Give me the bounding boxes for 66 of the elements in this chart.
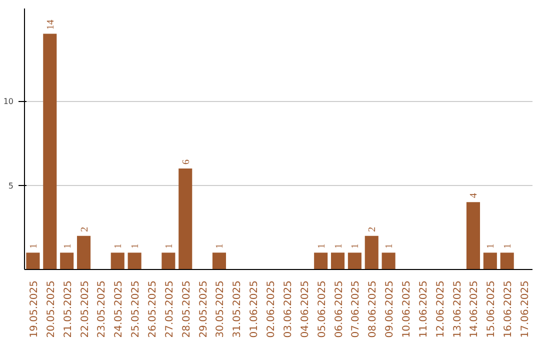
x-tick-label: 12.06.2025	[435, 280, 446, 338]
data-label: 6	[180, 159, 192, 164]
bar	[364, 236, 378, 270]
bar	[26, 252, 40, 270]
data-label: 1	[113, 244, 124, 249]
bar	[348, 252, 362, 270]
data-label: 1	[164, 244, 175, 249]
bar	[483, 252, 497, 270]
x-tick-label: 02.06.2025	[266, 280, 278, 338]
x-tick-label: 06.06.2025	[334, 280, 345, 338]
data-label: 1	[316, 244, 328, 249]
data-label: 2	[79, 226, 90, 232]
bar	[110, 252, 124, 270]
x-tick-label: 07.06.2025	[350, 280, 362, 338]
bar	[128, 252, 142, 270]
x-tick-label: 10.06.2025	[402, 280, 412, 338]
x-tick-label: 01.06.2025	[249, 280, 260, 338]
bar	[178, 168, 192, 270]
x-tick-label: 16.06.2025	[503, 280, 514, 338]
data-label: 2	[367, 226, 378, 232]
x-tick-label: 26.05.2025	[148, 280, 158, 338]
data-label: 1	[130, 244, 142, 249]
data-label: 14	[45, 20, 56, 30]
x-tick-label: 29.05.2025	[198, 280, 210, 338]
x-tick-label: 24.05.2025	[114, 280, 125, 338]
x-tick-label: 04.06.2025	[300, 280, 311, 338]
bar	[314, 252, 328, 270]
x-tick-label: 28.05.2025	[181, 280, 192, 338]
data-label: 4	[468, 193, 480, 198]
x-tick-label: 15.06.2025	[486, 280, 498, 338]
data-label: 1	[486, 244, 497, 249]
data-label: 1	[502, 244, 514, 249]
x-tick-label: 20.05.2025	[46, 280, 57, 338]
x-tick-label: 08.06.2025	[368, 280, 379, 338]
bar	[466, 202, 480, 270]
x-tick-label: 22.05.2025	[80, 280, 91, 338]
x-tick-label: 13.06.2025	[452, 280, 464, 338]
bar	[212, 252, 226, 270]
x-tick-label: 31.05.2025	[232, 280, 244, 338]
x-tick-label: 30.05.2025	[215, 280, 226, 338]
x-tick-label: 19.05.2025	[28, 280, 40, 338]
bar	[500, 252, 514, 270]
y-tick-label: 5	[8, 181, 14, 190]
y-tick-label: 10	[3, 97, 14, 106]
x-tick-label: 09.06.2025	[384, 280, 396, 338]
x-tick-label: 14.06.2025	[469, 280, 480, 338]
data-label: 1	[350, 244, 362, 249]
data-label: 1	[333, 244, 344, 249]
bar	[330, 252, 345, 270]
x-tick-label: 03.06.2025	[282, 280, 294, 338]
data-label: 1	[214, 244, 226, 249]
data-label: 1	[62, 244, 74, 249]
bar	[162, 252, 176, 270]
data-label: 1	[384, 244, 396, 249]
bar	[382, 252, 396, 270]
x-tick-label: 21.05.2025	[62, 280, 74, 338]
bar	[43, 34, 57, 270]
bar	[60, 252, 74, 270]
x-tick-label: 11.06.2025	[418, 280, 430, 338]
data-label: 1	[28, 244, 40, 249]
x-tick-label: 27.05.2025	[164, 280, 176, 338]
x-tick-label: 23.05.2025	[96, 280, 108, 338]
x-tick-label: 25.05.2025	[130, 280, 142, 338]
bar	[76, 236, 91, 270]
x-tick-label: 05.06.2025	[316, 280, 328, 338]
x-tick-label: 17.06.2025	[520, 280, 532, 338]
